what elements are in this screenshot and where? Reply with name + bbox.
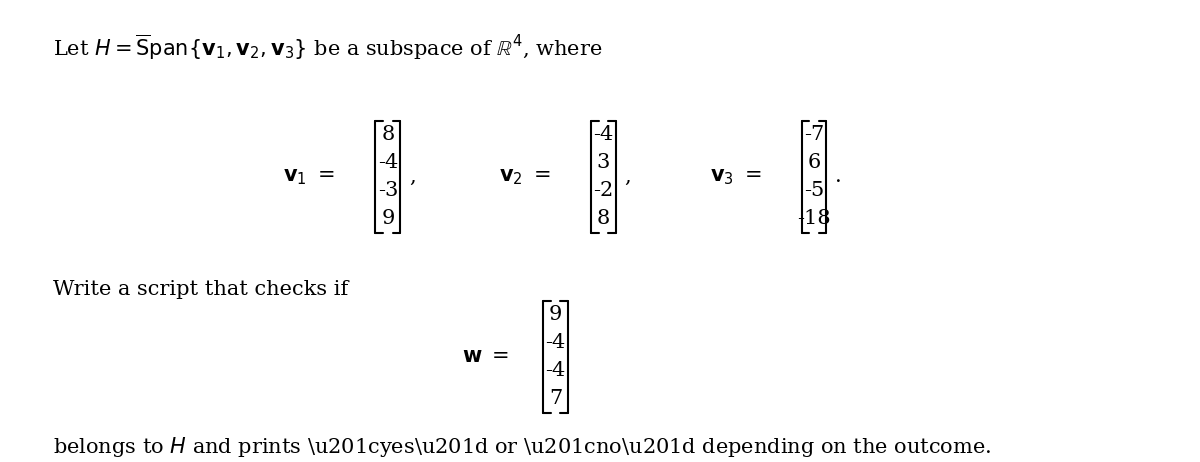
Text: 7: 7 (548, 389, 562, 408)
Text: $\mathbf{w}$ $=$: $\mathbf{w}$ $=$ (462, 347, 510, 366)
Text: -2: -2 (593, 181, 613, 201)
Text: $\mathbf{v}_2$ $=$: $\mathbf{v}_2$ $=$ (499, 167, 551, 187)
Text: $\mathbf{v}_1$ $=$: $\mathbf{v}_1$ $=$ (283, 167, 335, 187)
Text: ,: , (624, 167, 631, 186)
Text: 6: 6 (808, 153, 821, 172)
Text: $\mathbf{v}_3$ $=$: $\mathbf{v}_3$ $=$ (709, 167, 761, 187)
Text: Let $H = \overline{\mathrm{S}}\mathrm{pan}\{\mathbf{v}_1, \mathbf{v}_2, \mathbf{: Let $H = \overline{\mathrm{S}}\mathrm{pa… (53, 32, 602, 61)
Text: -5: -5 (804, 181, 824, 201)
Text: -7: -7 (804, 125, 824, 144)
Text: -4: -4 (378, 153, 398, 172)
Text: .: . (835, 167, 841, 186)
Text: 8: 8 (382, 125, 395, 144)
Text: 9: 9 (548, 305, 562, 324)
Text: belongs to $H$ and prints \u201cyes\u201d or \u201cno\u201d depending on the out: belongs to $H$ and prints \u201cyes\u201… (53, 435, 991, 459)
Text: -3: -3 (378, 181, 398, 201)
Text: -4: -4 (545, 333, 565, 352)
Text: 3: 3 (596, 153, 610, 172)
Text: -4: -4 (593, 125, 613, 144)
Text: 9: 9 (382, 209, 395, 228)
Text: -18: -18 (797, 209, 830, 228)
Text: 8: 8 (596, 209, 610, 228)
Text: -4: -4 (545, 361, 565, 380)
Text: Write a script that checks if: Write a script that checks if (53, 280, 348, 299)
Text: ,: , (409, 167, 415, 186)
